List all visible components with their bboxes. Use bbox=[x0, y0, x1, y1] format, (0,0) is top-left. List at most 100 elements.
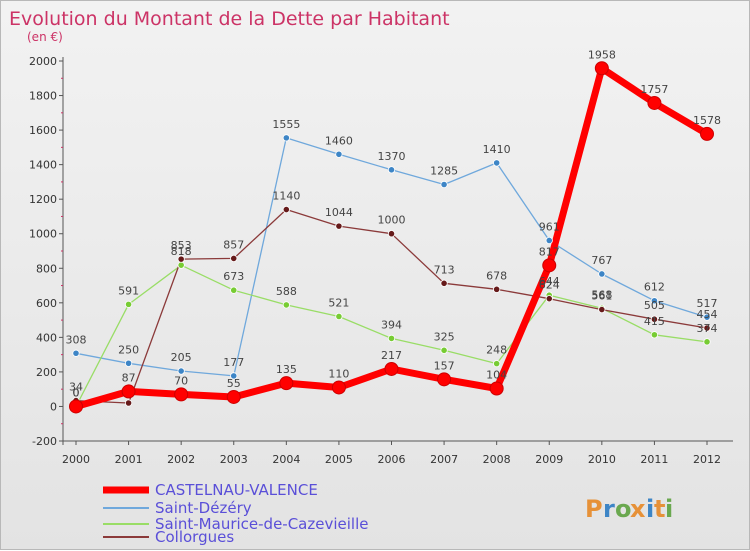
y-tick-label: 1200 bbox=[29, 193, 57, 206]
data-label: 591 bbox=[118, 284, 139, 297]
x-tick-label: 2010 bbox=[588, 453, 616, 466]
x-tick-label: 2002 bbox=[167, 453, 195, 466]
data-point bbox=[598, 270, 606, 278]
x-tick-label: 2000 bbox=[62, 453, 90, 466]
x-tick-label: 2004 bbox=[272, 453, 300, 466]
data-point bbox=[384, 361, 399, 376]
x-tick-label: 2007 bbox=[430, 453, 458, 466]
legend-label: Saint-Maurice-de-Cazevieille bbox=[155, 515, 368, 533]
data-point bbox=[545, 295, 553, 303]
data-label: 1958 bbox=[588, 48, 616, 61]
y-tick-label: 1800 bbox=[29, 90, 57, 103]
data-label: 561 bbox=[591, 290, 612, 303]
data-label: 1370 bbox=[378, 150, 406, 163]
data-point bbox=[335, 150, 343, 158]
data-label: 517 bbox=[697, 297, 718, 310]
data-label: 454 bbox=[697, 308, 718, 321]
data-label: 0 bbox=[73, 386, 80, 399]
logo-letter: r bbox=[603, 495, 615, 523]
data-point bbox=[124, 359, 133, 367]
legend-label: CASTELNAU-VALENCE bbox=[155, 481, 318, 499]
data-label: 961 bbox=[539, 220, 560, 233]
data-point bbox=[69, 399, 83, 414]
data-label: 325 bbox=[434, 330, 455, 343]
y-tick-label: 400 bbox=[36, 331, 57, 344]
data-label: 1460 bbox=[325, 134, 353, 147]
series-points bbox=[69, 61, 714, 414]
data-label: 1757 bbox=[640, 83, 668, 96]
y-tick-label: 800 bbox=[36, 262, 57, 275]
data-point bbox=[647, 95, 662, 110]
data-label: 568 bbox=[591, 288, 612, 301]
data-label: 817 bbox=[539, 245, 560, 258]
x-tick-label: 2008 bbox=[483, 453, 511, 466]
x-tick-label: 2001 bbox=[115, 453, 143, 466]
data-label: 248 bbox=[486, 344, 507, 357]
data-point bbox=[124, 399, 133, 407]
data-point bbox=[387, 166, 396, 174]
data-point bbox=[177, 261, 185, 269]
y-tick-label: 2000 bbox=[29, 55, 57, 68]
data-point bbox=[177, 255, 185, 263]
data-label: 1578 bbox=[693, 114, 721, 127]
data-label: 505 bbox=[644, 299, 665, 312]
data-label: 177 bbox=[223, 356, 244, 369]
data-point bbox=[493, 285, 501, 293]
data-point bbox=[545, 236, 553, 245]
data-point bbox=[335, 312, 343, 321]
data-point bbox=[335, 222, 343, 230]
logo-letter: P bbox=[585, 495, 603, 523]
data-label: 644 bbox=[539, 275, 560, 288]
data-point bbox=[542, 258, 557, 273]
legend-label: Saint-Dézéry bbox=[155, 499, 252, 517]
logo-letter: x bbox=[630, 495, 646, 523]
data-point bbox=[598, 305, 606, 314]
data-label: 374 bbox=[697, 322, 718, 335]
data-point bbox=[440, 346, 448, 354]
data-point bbox=[703, 313, 711, 321]
data-label: 1140 bbox=[272, 190, 300, 203]
legend-label: Collorgues bbox=[155, 528, 234, 546]
logo-letter: i bbox=[665, 495, 673, 523]
data-label: 713 bbox=[434, 263, 455, 276]
data-point bbox=[437, 372, 452, 387]
y-tick-label: 1000 bbox=[29, 228, 57, 241]
logo-letter: i bbox=[646, 495, 654, 523]
data-point bbox=[440, 180, 448, 189]
y-tick-label: 200 bbox=[36, 366, 57, 379]
data-point bbox=[650, 331, 659, 339]
data-point bbox=[230, 286, 238, 294]
data-point bbox=[489, 381, 504, 396]
data-point bbox=[703, 324, 711, 332]
data-point bbox=[230, 254, 238, 263]
data-label: 217 bbox=[381, 349, 402, 362]
data-label: 624 bbox=[539, 279, 560, 292]
data-point bbox=[124, 300, 133, 308]
data-label: 205 bbox=[171, 351, 192, 364]
data-point bbox=[440, 279, 448, 287]
y-tick-label: 0 bbox=[50, 400, 57, 413]
data-label: 104 bbox=[486, 368, 507, 381]
chart-title: Evolution du Montant de la Dette par Hab… bbox=[9, 8, 450, 30]
data-label: 0 bbox=[73, 386, 80, 399]
data-label: 110 bbox=[328, 367, 349, 380]
data-point bbox=[703, 338, 711, 346]
chart-subtitle: (en €) bbox=[27, 30, 63, 44]
data-point bbox=[72, 349, 80, 357]
data-label: 87 bbox=[122, 371, 136, 384]
data-label: 415 bbox=[644, 315, 665, 328]
data-point bbox=[121, 384, 136, 399]
data-point bbox=[230, 372, 238, 380]
x-tick-label: 2006 bbox=[378, 453, 406, 466]
logo-letter: o bbox=[615, 495, 632, 523]
data-label: 521 bbox=[328, 296, 349, 309]
x-tick-label: 2012 bbox=[693, 453, 721, 466]
data-label: 70 bbox=[174, 374, 188, 387]
data-point bbox=[650, 297, 659, 305]
data-label: 1000 bbox=[378, 214, 406, 227]
data-point bbox=[174, 387, 189, 402]
data-point bbox=[650, 315, 659, 323]
data-label: 250 bbox=[118, 343, 139, 356]
data-label: 55 bbox=[227, 377, 241, 390]
